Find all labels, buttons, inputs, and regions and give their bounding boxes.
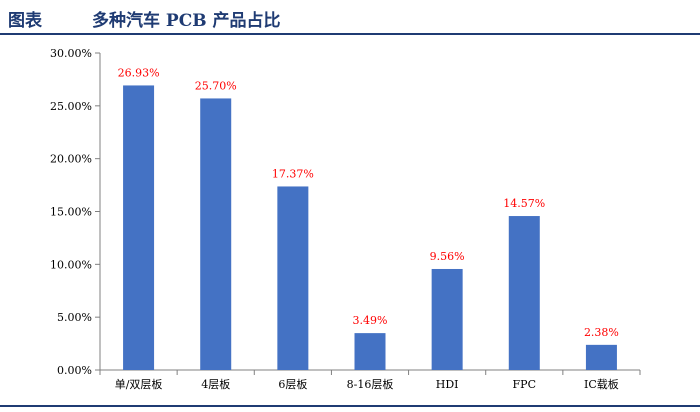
bar	[508, 216, 540, 370]
bar	[200, 98, 232, 370]
y-tick-label: 15.00%	[50, 206, 92, 219]
figure-label: 图表	[8, 11, 42, 31]
x-tick-label: 6层板	[278, 377, 307, 391]
x-tick-label: 8-16层板	[347, 377, 394, 391]
x-tick-label: HDI	[436, 378, 459, 391]
y-tick-label: 5.00%	[57, 311, 92, 324]
y-tick-label: 10.00%	[50, 258, 92, 271]
bar	[354, 333, 386, 370]
data-label: 26.93%	[118, 66, 160, 79]
bar	[431, 268, 463, 370]
header-divider	[0, 33, 700, 35]
x-tick-label: 4层板	[201, 377, 230, 391]
y-tick-label: 30.00%	[50, 47, 92, 60]
footer-divider	[0, 405, 700, 407]
bar	[123, 85, 155, 370]
figure-header: 图表 多种汽车 PCB 产品占比	[0, 0, 700, 34]
y-tick-label: 25.00%	[50, 100, 92, 113]
x-tick-label: IC载板	[584, 377, 619, 391]
data-label: 9.56%	[430, 250, 465, 263]
data-label: 2.38%	[584, 326, 619, 339]
bar	[277, 186, 309, 370]
bar	[585, 344, 617, 370]
chart-title: 多种汽车 PCB 产品占比	[92, 11, 281, 31]
data-label: 14.57%	[503, 197, 545, 210]
data-label: 17.37%	[272, 167, 314, 180]
y-tick-label: 0.00%	[57, 364, 92, 377]
y-tick-label: 20.00%	[50, 153, 92, 166]
x-tick-label: FPC	[513, 378, 536, 391]
data-label: 25.70%	[195, 79, 237, 92]
data-label: 3.49%	[353, 314, 388, 327]
x-tick-label: 单/双层板	[115, 377, 163, 391]
